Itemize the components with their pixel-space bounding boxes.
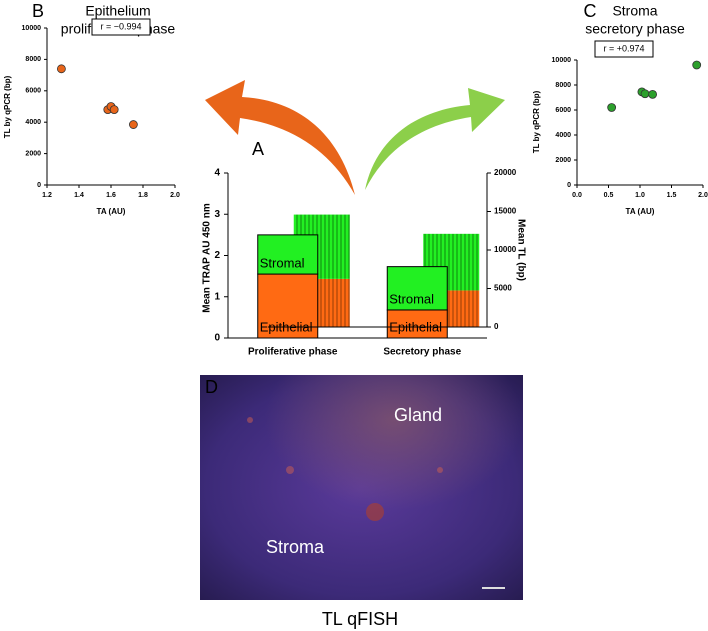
panel-letter: D xyxy=(205,377,218,397)
y2-tick-label: 15000 xyxy=(494,207,517,216)
region-label: Gland xyxy=(394,405,442,425)
x-tick-label: 1.0 xyxy=(635,192,645,199)
point xyxy=(109,105,119,115)
x-tick-label: 1.2 xyxy=(42,192,52,199)
y-tick-label: 8000 xyxy=(25,56,41,63)
chart-title: Epithelium xyxy=(85,3,150,19)
region-label: Stroma xyxy=(266,537,325,557)
bar-label: Stromal xyxy=(260,256,305,271)
x-tick-label: 2.0 xyxy=(170,192,180,199)
y2-tick-label: 10000 xyxy=(494,245,517,254)
y-tick-label: 3 xyxy=(214,209,220,220)
y-tick-label: 10000 xyxy=(22,25,42,32)
panel-letter: C xyxy=(584,1,597,21)
y2-tick-label: 20000 xyxy=(494,168,517,177)
point xyxy=(57,64,66,74)
x-tick-label: 1.6 xyxy=(106,192,116,199)
y-tick-label: 0 xyxy=(214,333,220,344)
y-tick-label: 2000 xyxy=(25,150,41,157)
y-tick-label: 0 xyxy=(567,182,571,189)
point xyxy=(692,60,702,70)
bar-label: Stromal xyxy=(389,291,434,306)
y-tick-label: 4 xyxy=(214,168,220,179)
y2-tick-label: 0 xyxy=(494,322,499,331)
x-tick-label: 2.0 xyxy=(698,192,708,199)
point xyxy=(128,120,138,129)
micrograph xyxy=(200,375,523,600)
y-tick-label: 1 xyxy=(214,291,220,302)
chart-title: Stroma xyxy=(612,3,657,19)
y-tick-label: 0 xyxy=(37,182,41,189)
y-tick-label: 4000 xyxy=(555,132,571,139)
arrow-green xyxy=(365,88,505,190)
bar-trap xyxy=(257,234,319,275)
x-tick-label: 1.5 xyxy=(667,192,677,199)
y-tick-label: 4000 xyxy=(25,119,41,126)
annotation: r = −0.994 xyxy=(100,21,141,31)
x-tick-label: Proliferative phase xyxy=(248,347,338,358)
x-axis-label: TA (AU) xyxy=(626,207,655,216)
point xyxy=(640,89,650,99)
arrow-orange xyxy=(205,80,355,195)
y-tick-label: 2000 xyxy=(555,157,571,164)
panel-letter: B xyxy=(32,1,44,21)
y-tick-label: 10000 xyxy=(552,57,572,64)
x-tick-label: 0.5 xyxy=(604,192,614,199)
caption: TL qFISH xyxy=(322,609,398,629)
annotation: r = +0.974 xyxy=(603,43,644,53)
point xyxy=(648,89,657,99)
y-tick-label: 8000 xyxy=(555,82,571,89)
y2-tick-label: 5000 xyxy=(494,284,512,293)
bar-trap xyxy=(386,266,448,311)
x-axis-label: TA (AU) xyxy=(97,207,126,216)
x-tick-label: 1.8 xyxy=(138,192,148,199)
point xyxy=(607,103,617,112)
y-axis-label: TL by qPCR (bp) xyxy=(532,90,541,153)
annotation-box xyxy=(91,18,151,36)
y2-axis-label: Mean TL (bp) xyxy=(515,219,526,281)
y-tick-label: 6000 xyxy=(555,107,571,114)
annotation-box xyxy=(594,40,654,58)
panel-letter: A xyxy=(252,139,264,159)
y-axis-label: TL by qPCR (bp) xyxy=(3,75,12,138)
chart-title: secretory phase xyxy=(585,21,685,37)
y-tick-label: 6000 xyxy=(25,88,41,95)
y-axis-label: Mean TRAP AU 450 nm xyxy=(202,203,213,313)
x-tick-label: 0.0 xyxy=(572,192,582,199)
x-tick-label: Secretory phase xyxy=(383,347,461,358)
y-tick-label: 2 xyxy=(214,250,220,261)
x-tick-label: 1.4 xyxy=(74,192,84,199)
bar-trap xyxy=(386,309,448,339)
